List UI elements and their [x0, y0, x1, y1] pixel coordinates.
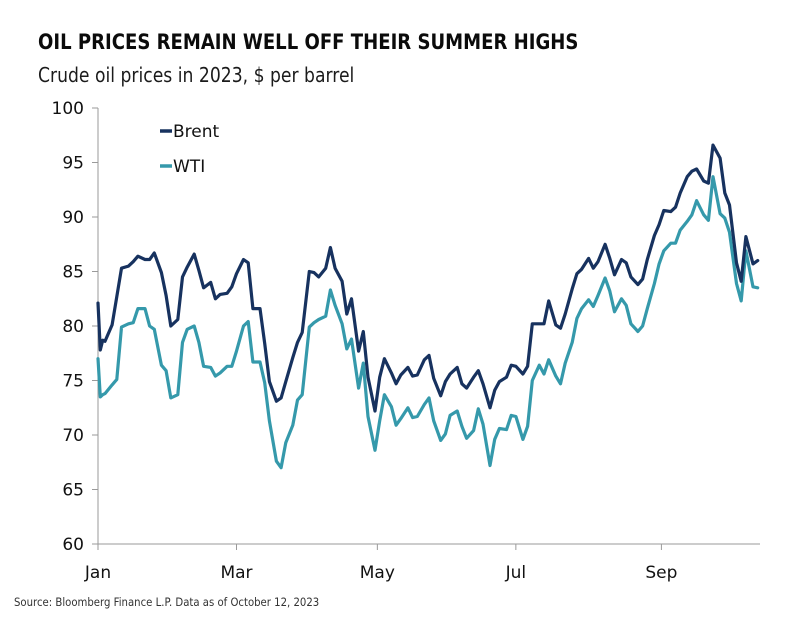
legend: Brent WTI — [160, 122, 220, 177]
y-tick-label: 65 — [62, 481, 84, 501]
legend-label-brent: Brent — [173, 122, 220, 142]
y-tick-label: 70 — [62, 426, 84, 446]
x-tick-label: May — [360, 563, 395, 583]
series-line-wti — [96, 175, 760, 470]
y-tick-label: 85 — [62, 263, 84, 283]
series-line-brent — [96, 143, 760, 413]
y-tick-label: 90 — [62, 208, 84, 228]
x-tick-label: Jul — [505, 563, 527, 583]
source-note: Source: Bloomberg Finance L.P. Data as o… — [14, 595, 320, 609]
series-lines — [96, 143, 760, 470]
x-tick-label: Mar — [220, 563, 252, 583]
chart-title: OIL PRICES REMAIN WELL OFF THEIR SUMMER … — [38, 30, 579, 54]
y-tick-label: 100 — [52, 99, 84, 119]
chart-subtitle: Crude oil prices in 2023, $ per barrel — [38, 63, 355, 87]
x-tick-label: Sep — [645, 563, 677, 583]
x-tick-label: Jan — [84, 563, 111, 583]
y-tick-label: 80 — [62, 317, 84, 337]
axes: 60 65 70 75 80 85 90 95 100 Jan Mar May Jul Sep — [52, 99, 760, 583]
legend-label-wti: WTI — [173, 157, 205, 177]
y-tick-label: 75 — [62, 372, 84, 392]
y-tick-label: 95 — [62, 154, 84, 174]
y-tick-label: 60 — [62, 535, 84, 555]
